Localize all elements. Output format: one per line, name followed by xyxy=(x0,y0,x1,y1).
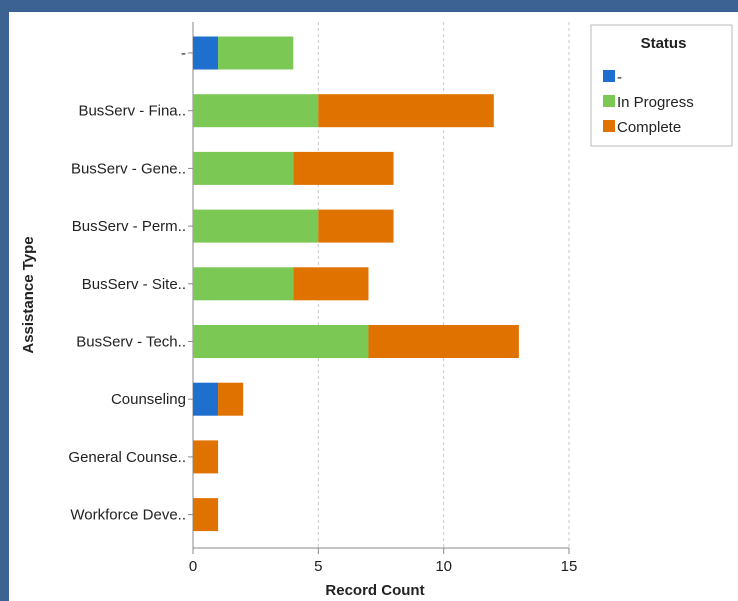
bar-segment xyxy=(193,440,219,474)
y-tick-label: BusServ - Tech.. xyxy=(76,334,186,351)
y-axis-title: Assistance Type xyxy=(20,236,37,353)
bar-segment xyxy=(193,325,369,358)
x-axis-title: Record Count xyxy=(325,582,424,599)
bar-segment xyxy=(193,36,219,70)
y-tick-label: Workforce Deve.. xyxy=(70,507,186,524)
chart-panel: 0 5 10 15 - BusServ - Fina.. BusServ - Gene.. B… xyxy=(9,12,738,601)
legend-label: - xyxy=(617,69,622,86)
x-tick-label: 0 xyxy=(189,558,197,575)
bar-segment xyxy=(193,209,319,243)
x-tick-label: 15 xyxy=(561,558,578,575)
legend-label: In Progress xyxy=(617,94,694,111)
y-tick-label: - xyxy=(181,45,186,62)
y-tick-label: BusServ - Gene.. xyxy=(71,160,186,177)
y-tick-label: BusServ - Fina.. xyxy=(78,103,186,120)
legend-label: Complete xyxy=(617,119,681,136)
bar-segment xyxy=(218,382,244,416)
bar-segment xyxy=(193,382,219,416)
y-tick-label: BusServ - Site.. xyxy=(82,276,186,293)
legend-swatch xyxy=(603,70,615,82)
bar-segment xyxy=(368,325,519,358)
bar-segment xyxy=(193,267,294,301)
legend-title: Status xyxy=(641,35,687,52)
bar-segment xyxy=(293,151,394,185)
x-tick-label: 10 xyxy=(435,558,452,575)
y-tick-label: Counseling xyxy=(111,391,186,408)
legend-swatch xyxy=(603,120,615,132)
bar-segment xyxy=(193,151,294,185)
bar-segment xyxy=(318,209,394,243)
y-tick-label: BusServ - Perm.. xyxy=(72,218,186,235)
bar-segment xyxy=(193,94,319,128)
bar-segment xyxy=(293,267,369,301)
bar-segment xyxy=(218,36,294,70)
bar-segment xyxy=(318,94,494,128)
stacked-bar-chart: 0 5 10 15 - BusServ - Fina.. BusServ - Gene.. B… xyxy=(20,22,733,599)
bar-segment xyxy=(193,498,219,532)
x-tick-label: 5 xyxy=(314,558,322,575)
legend-swatch xyxy=(603,95,615,107)
y-tick-label: General Counse.. xyxy=(68,449,186,466)
